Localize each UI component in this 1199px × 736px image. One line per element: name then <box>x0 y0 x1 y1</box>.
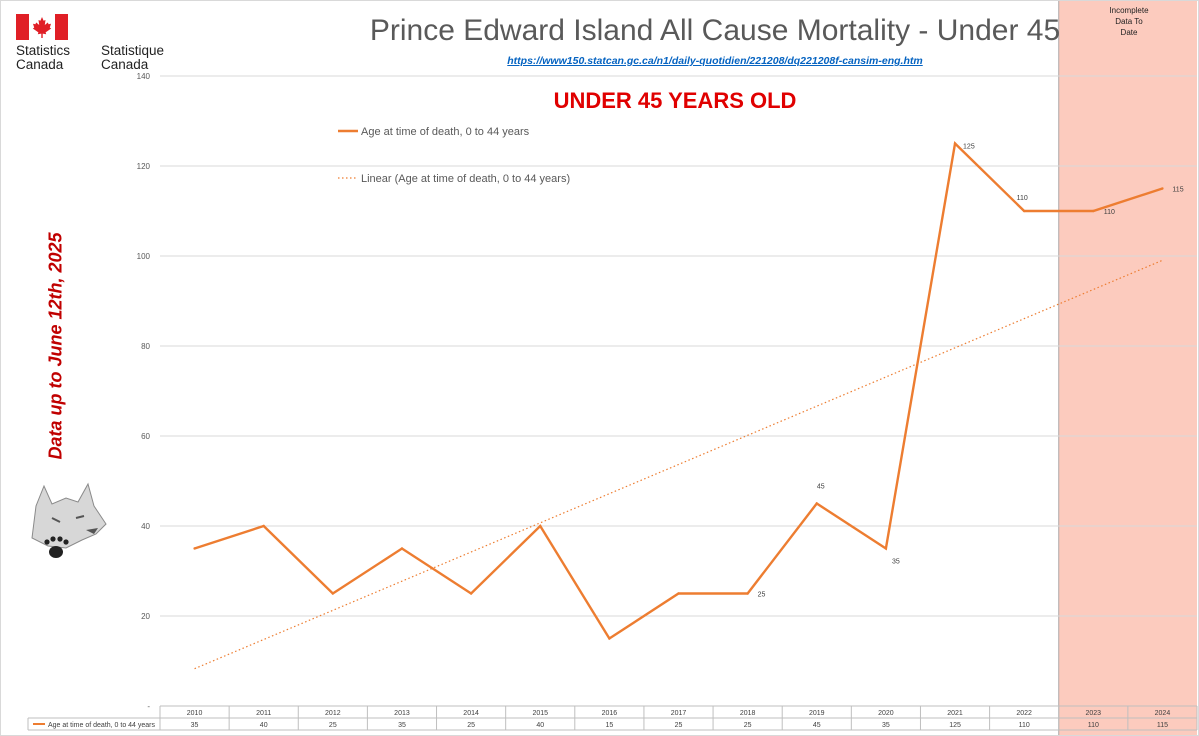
table-value: 45 <box>813 722 821 729</box>
table-value: 25 <box>675 722 683 729</box>
table-row-label: Age at time of death, 0 to 44 years <box>48 722 156 729</box>
canada-flag-icon <box>16 14 68 40</box>
table-year-label: 2010 <box>187 710 203 717</box>
series-line <box>194 141 1163 641</box>
table-value: 35 <box>882 722 890 729</box>
data-point <box>746 592 749 595</box>
table-year-label: 2018 <box>740 710 756 717</box>
legend-series-label: Age at time of death, 0 to 44 years <box>361 126 530 138</box>
table-year-label: 2019 <box>809 710 825 717</box>
source-link[interactable]: https://www150.statcan.gc.ca/n1/daily-qu… <box>507 55 923 67</box>
table-year-label: 2021 <box>947 710 963 717</box>
data-label: 115 <box>1172 187 1183 194</box>
table-year-label: 2017 <box>671 710 687 717</box>
incomplete-data-shade <box>1058 1 1197 735</box>
table-year-label: 2011 <box>256 710 271 717</box>
brand-fr-line2: Canada <box>101 57 149 72</box>
side-note: Data up to June 12th, 2025 <box>45 232 66 460</box>
incomplete-data-label: Incomplete Data To Date <box>1080 5 1178 38</box>
table-value: 125 <box>949 722 961 729</box>
data-point <box>193 547 196 550</box>
chart-title: Prince Edward Island All Cause Mortality… <box>369 14 1061 47</box>
table-value: 110 <box>1019 722 1030 729</box>
data-point <box>400 547 404 550</box>
data-label: 35 <box>892 559 900 566</box>
data-point <box>677 592 680 595</box>
y-tick-label: 80 <box>141 342 150 351</box>
data-point <box>1092 209 1095 213</box>
y-tick-label: 120 <box>137 162 151 171</box>
table-value: 15 <box>605 722 613 729</box>
data-point <box>953 142 957 145</box>
data-point <box>1022 209 1026 213</box>
brand-french: Statistique Canada <box>101 44 164 72</box>
table-value: 25 <box>467 722 475 729</box>
table-value: 40 <box>536 722 544 729</box>
wolf-head-paw-icon <box>31 482 107 558</box>
data-point <box>1161 187 1164 190</box>
data-point <box>331 592 335 595</box>
table-year-label: 2022 <box>1016 710 1032 717</box>
trendline <box>194 259 1163 670</box>
y-tick-label: 40 <box>141 522 150 531</box>
y-tick-label: 20 <box>141 612 150 621</box>
table-year-label: 2012 <box>325 710 341 717</box>
data-label: 25 <box>758 592 766 599</box>
table-year-label: 2023 <box>1086 710 1102 717</box>
incomplete-label-line1: Incomplete <box>1109 6 1149 15</box>
table-value: 35 <box>191 722 199 729</box>
table-year-label: 2024 <box>1155 710 1171 717</box>
y-tick-label: - <box>147 702 150 711</box>
data-point <box>884 547 888 550</box>
y-tick-label: 60 <box>141 432 150 441</box>
brand-en-line1: Statistics <box>16 43 71 58</box>
table-value: 35 <box>398 722 406 729</box>
table-year-label: 2014 <box>463 710 479 717</box>
data-label: 45 <box>817 484 825 491</box>
brand-english: Statistics Canada <box>16 44 70 72</box>
table-value: 40 <box>260 722 268 729</box>
data-point <box>815 502 818 505</box>
data-label: 110 <box>1104 209 1115 216</box>
data-point <box>262 524 265 528</box>
data-point <box>608 637 611 640</box>
table-year-label: 2020 <box>878 710 894 717</box>
data-label: 125 <box>963 144 975 151</box>
table-year-label: 2013 <box>394 710 410 717</box>
brand-fr-line1: Statistique <box>101 43 165 58</box>
table-value: 25 <box>329 722 337 729</box>
statcan-logo: Statistics Canada Statistique Canada <box>16 14 206 74</box>
table-value: 25 <box>744 722 752 729</box>
incomplete-label-line3: Date <box>1120 28 1138 37</box>
data-point <box>469 592 473 595</box>
data-label: 110 <box>1017 195 1028 202</box>
table-value: 115 <box>1157 722 1168 729</box>
brand-en-line2: Canada <box>16 57 64 72</box>
table-value: 110 <box>1088 722 1099 729</box>
incomplete-label-line2: Data To <box>1115 17 1143 26</box>
table-year-label: 2015 <box>532 710 548 717</box>
chart-subtitle: UNDER 45 YEARS OLD <box>553 88 797 113</box>
y-tick-label: 140 <box>137 72 151 81</box>
y-tick-label: 100 <box>137 252 151 261</box>
data-point <box>539 524 542 528</box>
table-year-label: 2016 <box>602 710 618 717</box>
legend-trend-label: Linear (Age at time of death, 0 to 44 ye… <box>361 173 570 185</box>
